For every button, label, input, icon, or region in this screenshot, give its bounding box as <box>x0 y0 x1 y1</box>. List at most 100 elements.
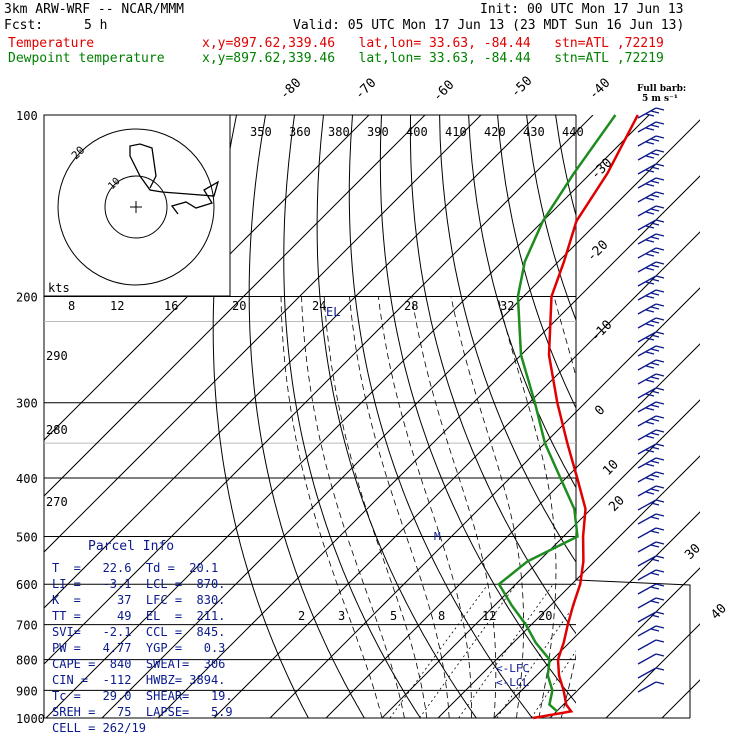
theta-label: 360 <box>289 125 311 139</box>
wind-barb-flag <box>645 239 655 243</box>
mixing-ratio-line <box>389 583 489 718</box>
wind-barb-staff <box>637 135 657 147</box>
wind-barb-flag <box>655 485 665 489</box>
dry-adiabat <box>730 115 740 718</box>
isotherm-line <box>437 455 700 718</box>
wind-barb-flag <box>650 544 660 548</box>
isotherm-label: -30 <box>588 156 615 183</box>
wind-barb-flag <box>650 502 660 506</box>
wind-barb-flag <box>650 124 660 128</box>
isotherm-label: -80 <box>277 76 304 103</box>
pressure-tick-label: 700 <box>16 619 38 633</box>
barb-legend-units: 5 m s⁻¹ <box>642 94 678 104</box>
wind-barb-staff <box>637 303 657 315</box>
dry-adiabat <box>316 115 477 718</box>
wind-barb-flag <box>645 281 655 285</box>
wind-barb-flag <box>645 323 655 327</box>
wind-barb-flag <box>655 163 665 167</box>
wind-barb <box>637 569 665 581</box>
wind-barb-staff <box>637 499 657 511</box>
hodograph-speed-label: 20 <box>232 299 246 313</box>
isotherm-line <box>101 119 700 718</box>
wind-barb-flag <box>645 309 655 313</box>
isotherm-line <box>213 231 700 718</box>
parcel-info-row: PW = 4.77 YGP = 0.3 <box>52 641 226 655</box>
moist-adiabat <box>323 296 428 718</box>
wind-barb-flag <box>645 141 655 145</box>
temperature-station-info: x,y=897.62,339.46 lat,lon= 33.63, -84.44… <box>202 36 664 51</box>
parcel-info-row: SREH = 75 LAPSE= 5.9 <box>52 705 233 719</box>
wind-barb-flag <box>650 432 660 436</box>
wind-barb-staff <box>637 289 657 301</box>
temperature-legend: Temperature <box>8 36 95 51</box>
wind-barb-staff <box>637 681 657 693</box>
wind-barb <box>637 527 665 539</box>
pressure-tick-label: 500 <box>16 530 38 544</box>
wind-barb <box>637 597 665 609</box>
wind-barb <box>637 331 665 343</box>
wind-barb-flag <box>650 558 660 562</box>
wind-barb-staff <box>637 639 657 651</box>
wind-barb <box>637 345 665 357</box>
wind-barb <box>637 289 665 301</box>
el-annotation: EL <box>326 305 340 319</box>
parcel-info-row: SVI= -2.1 CCL = 845. <box>52 625 226 639</box>
wind-barb-flag <box>650 600 660 604</box>
wind-barb-flag <box>655 415 665 419</box>
wind-barb-flag <box>645 183 655 187</box>
wind-barb-staff <box>637 457 657 469</box>
wind-barb-flag <box>645 449 655 453</box>
parcel-info-panel: Parcel Info T = 22.6 Td = 20.1 LI = -3.1… <box>44 537 234 740</box>
wind-barb-flag <box>650 516 660 520</box>
wind-barb <box>637 667 665 679</box>
wind-barb <box>637 499 665 511</box>
wind-barb-staff <box>637 653 657 665</box>
hodograph-speed-label: 16 <box>164 299 178 313</box>
wind-barb-staff <box>637 121 657 133</box>
wind-barb-staff <box>637 485 657 497</box>
wind-barb <box>637 443 665 455</box>
wind-barb-flag <box>655 303 665 307</box>
wind-barb-flag <box>650 614 660 618</box>
wind-barb <box>637 107 665 119</box>
wind-barb-flag <box>645 197 655 201</box>
forecast-hour: 5 h <box>84 18 108 33</box>
wind-barb-staff <box>637 275 657 287</box>
isotherm-line <box>44 115 426 497</box>
wind-barb-staff <box>637 471 657 483</box>
theta-label: 380 <box>328 125 350 139</box>
mixing-ratio-label: 12 <box>482 609 496 623</box>
parcel-info-title: Parcel Info <box>88 539 175 554</box>
wind-barb-flag <box>655 121 665 125</box>
dewpoint-legend: Dewpoint temperature <box>8 51 165 66</box>
wind-barb-flag <box>655 191 665 195</box>
isotherm-label: -20 <box>584 238 611 265</box>
isotherm-line <box>381 399 700 718</box>
wind-barb-staff <box>637 527 657 539</box>
wind-barb-staff <box>637 443 657 455</box>
wind-barb-flag <box>655 429 665 433</box>
parcel-info-row: CAPE = 840 SWEAT= 306 <box>52 657 226 671</box>
wind-barb-flag <box>650 278 660 282</box>
wind-barb-flag <box>650 572 660 576</box>
wind-barb <box>637 415 665 427</box>
hodograph-trace <box>129 143 220 215</box>
pressure-tick-label: 800 <box>16 654 38 668</box>
wind-barb <box>637 471 665 483</box>
moist-adiabat-lines <box>280 296 576 718</box>
isotherm-line <box>661 679 700 718</box>
barb-legend-title: Full barb: <box>637 84 687 94</box>
wind-barb-staff <box>637 233 657 245</box>
wind-barb-staff <box>637 149 657 161</box>
isotherm-line <box>493 511 700 718</box>
wind-barb-flag <box>655 555 665 559</box>
theta-label: 390 <box>367 125 389 139</box>
isotherm-label: 20 <box>606 493 628 515</box>
mixing-ratio-label: 5 <box>390 609 397 623</box>
wind-barb-flag <box>655 569 665 573</box>
wind-barb-flag <box>645 407 655 411</box>
wind-barb-flag <box>650 222 660 226</box>
wind-barb-staff <box>637 387 657 399</box>
wind-barb-staff <box>637 219 657 231</box>
wind-barb <box>637 317 665 329</box>
